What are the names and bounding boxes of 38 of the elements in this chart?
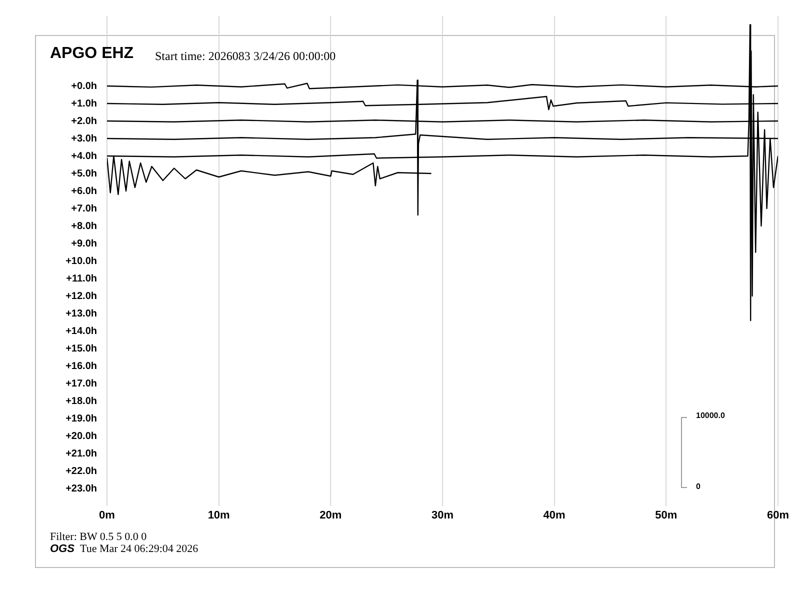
x-tick-label: 60m [766, 510, 790, 522]
text: Filter: BW 0.5 5 0.0 0 [50, 531, 147, 543]
y-tick-label: +23.0h [66, 483, 97, 494]
y-tick-label: +1.0h [71, 98, 97, 110]
y-tick-label: +19.0h [66, 413, 97, 424]
text: Start time: 2026083 3/24/26 00:00:00 [155, 49, 336, 64]
x-tick-label: 40m [543, 510, 566, 522]
y-tick-label: +21.0h [66, 448, 97, 460]
y-tick-label: +22.0h [66, 466, 97, 477]
x-tick-label: 30m [431, 510, 454, 522]
y-tick-label: +7.0h [71, 203, 97, 214]
x-tick-label: 50m [655, 510, 678, 522]
y-tick-label: +5.0h [71, 168, 97, 180]
y-tick-label: +17.0h [66, 378, 97, 390]
y-tick-label: +20.0h [66, 430, 97, 442]
y-tick-label: +11.0h [66, 273, 97, 284]
text: APGO EHZ [50, 45, 134, 63]
y-tick-label: +15.0h [66, 343, 97, 354]
y-tick-label: +6.0h [71, 186, 97, 197]
y-tick-label: +14.0h [66, 326, 97, 337]
y-tick-label: +3.0h [71, 133, 97, 144]
text: OGS [50, 543, 74, 555]
y-tick-label: +16.0h [66, 360, 97, 372]
text: Tue Mar 24 06:29:04 2026 [80, 543, 198, 555]
y-tick-label: +2.0h [71, 116, 97, 127]
x-tick-label: 0m [99, 510, 116, 522]
y-tick-label: +12.0h [66, 290, 97, 302]
y-tick-label: +4.0h [71, 150, 97, 162]
y-tick-label: +13.0h [66, 308, 97, 320]
y-tick-label: +10.0h [66, 256, 97, 267]
y-tick-label: +8.0h [71, 220, 97, 232]
x-tick-label: 10m [208, 510, 230, 522]
y-tick-label: +9.0h [71, 238, 97, 250]
y-tick-label: +0.0h [71, 80, 97, 92]
annotation: 10000.0 [696, 411, 725, 420]
y-tick-label: +18.0h [66, 396, 97, 407]
x-tick-label: 20m [320, 510, 342, 522]
annotation: 0 [696, 482, 700, 491]
